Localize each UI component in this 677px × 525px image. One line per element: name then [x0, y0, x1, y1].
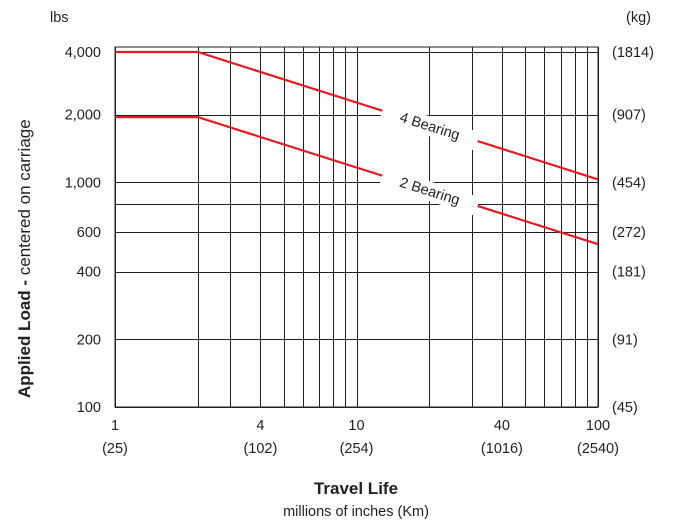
- x-axis-title: Travel Life: [314, 479, 398, 498]
- y-unit-right: (kg): [626, 10, 651, 26]
- x-tick-label-metric: (2540): [577, 441, 619, 457]
- x-tick-label-metric: (25): [102, 441, 128, 457]
- y-tick-label-metric: (181): [612, 265, 646, 281]
- y-tick-label: 1,000: [65, 175, 101, 191]
- y-tick-label-metric: (91): [612, 332, 638, 348]
- grid: [114, 46, 599, 408]
- y-tick-label-metric: (1814): [612, 45, 654, 61]
- y-tick-label: 2,000: [65, 108, 101, 124]
- x-tick-label-metric: (102): [243, 441, 277, 457]
- y-axis-title-bold: Applied Load -: [15, 280, 34, 398]
- y-tick-label-metric: (454): [612, 175, 646, 191]
- y-tick-label-metric: (45): [612, 400, 638, 416]
- x-tick-label-metric: (1016): [481, 441, 523, 457]
- series-label-background: [379, 167, 481, 216]
- y-tick-label: 100: [77, 400, 101, 416]
- x-tick-label: 4: [256, 418, 264, 434]
- y-tick-label: 200: [77, 332, 101, 348]
- tick-labels: 100 (45)200 (91)400 (181)600 (272)1,000 (454)…: [65, 45, 654, 457]
- y-tick-label: 600: [77, 225, 101, 241]
- y-unit-left: lbs: [50, 10, 69, 26]
- y-tick-label-metric: (272): [612, 225, 646, 241]
- x-tick-label-metric: (254): [340, 441, 374, 457]
- y-tick-label: 4,000: [65, 45, 101, 61]
- x-axis-subtitle: millions of inches (Km): [283, 504, 429, 520]
- y-tick-label-metric: (907): [612, 108, 646, 124]
- x-tick-label: 10: [348, 418, 364, 434]
- x-tick-label: 100: [586, 418, 610, 434]
- y-axis-title: Applied Load - centered on carriage: [15, 119, 34, 398]
- y-tick-label: 400: [77, 265, 101, 281]
- series-label-background: [379, 102, 481, 151]
- x-tick-label: 1: [111, 418, 119, 434]
- y-axis-title-rest: centered on carriage: [15, 119, 34, 280]
- x-tick-label: 40: [494, 418, 510, 434]
